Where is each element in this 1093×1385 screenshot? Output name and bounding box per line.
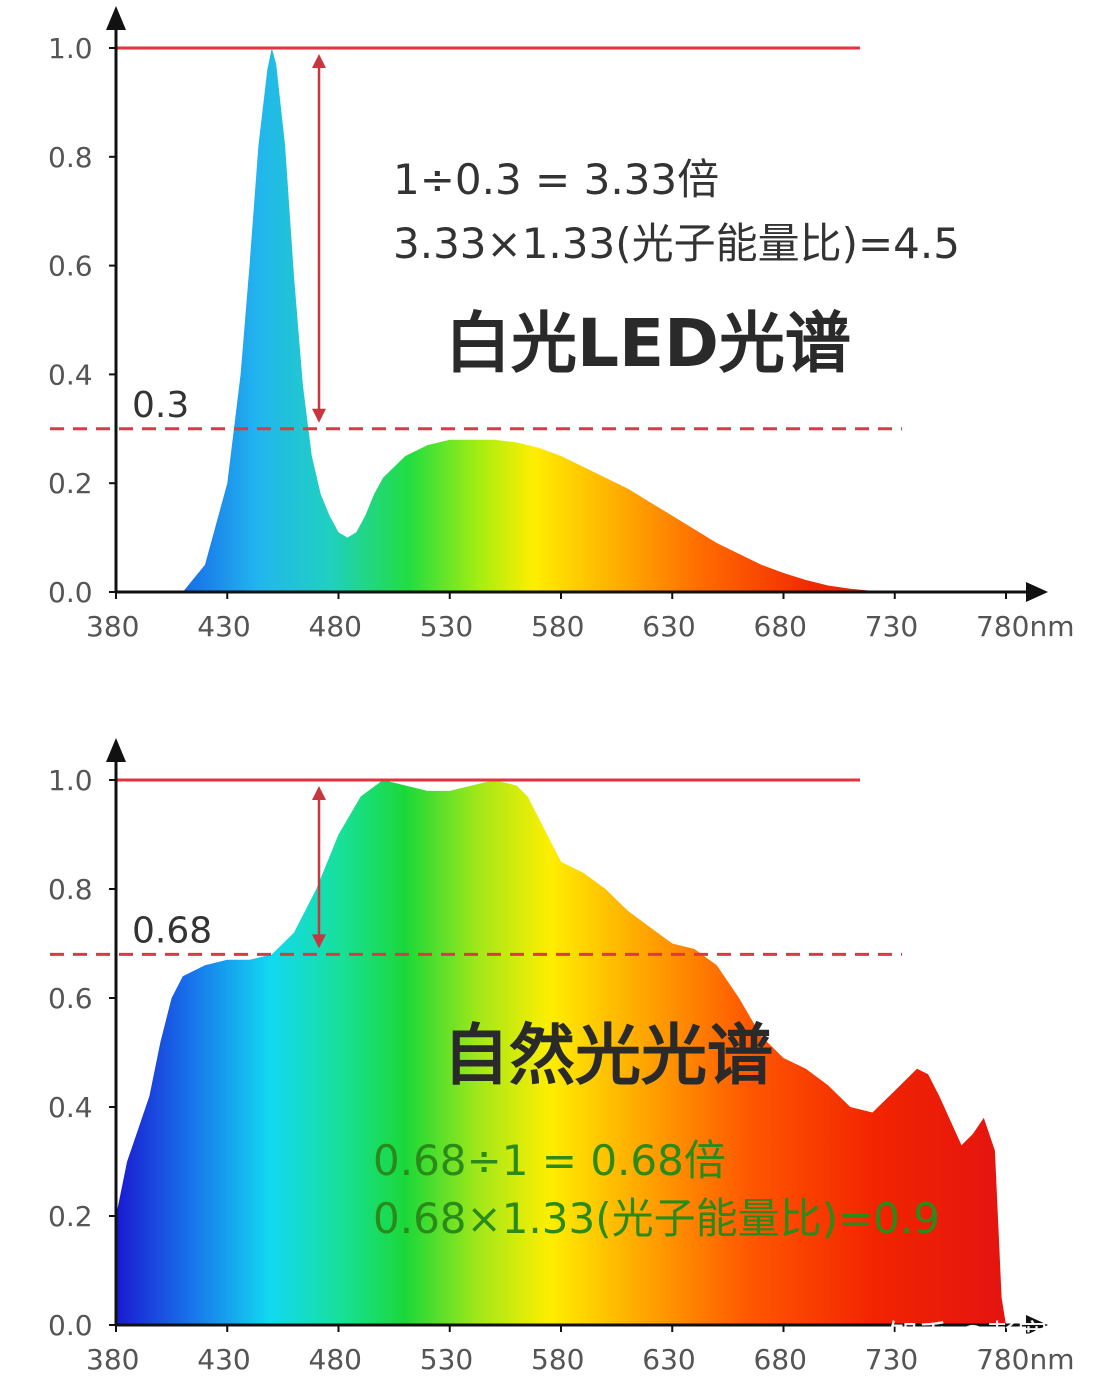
y-tick-label: 0.4 (48, 358, 93, 391)
white-led-spectrum-chart: 0.3 380 430 480 530 580 630 680 730 780nm 0.0 0.2… (48, 6, 1074, 643)
axes (106, 738, 1048, 1335)
y-axis-arrow-icon (106, 738, 126, 762)
y-tick-label: 0.8 (48, 141, 93, 174)
spectrum-area (116, 48, 895, 592)
y-tick-label: 0.4 (48, 1091, 93, 1124)
x-tick-label: 580 (531, 610, 584, 643)
x-tick-label: 730 (865, 1343, 918, 1376)
x-axis-ticks: 380 430 480 530 580 630 680 730 780nm (86, 592, 1074, 643)
energy-annotation: 0.68×1.33(光子能量比)=0.9 (373, 1194, 940, 1243)
x-tick-label: 530 (420, 1343, 473, 1376)
y-axis-arrow-icon (106, 6, 126, 30)
x-tick-label: 580 (531, 1343, 584, 1376)
x-axis-ticks: 380 430 480 530 580 630 680 730 780nm (86, 1325, 1074, 1376)
y-tick-label: 1.0 (48, 32, 93, 65)
ratio-annotation: 1÷0.3 = 3.33倍 (393, 155, 719, 204)
arrow-head-up (312, 54, 326, 68)
arrow-head-down (312, 934, 326, 949)
chart-title: 白光LED光谱 (445, 305, 851, 382)
y-tick-label: 1.0 (48, 764, 93, 797)
y-tick-label: 0.2 (48, 1200, 93, 1233)
ratio-annotation: 0.68÷1 = 0.68倍 (373, 1136, 726, 1185)
x-tick-label: 430 (197, 610, 250, 643)
x-tick-label: 480 (309, 610, 362, 643)
y-tick-label: 0.8 (48, 873, 93, 906)
axes (106, 6, 1048, 602)
x-tick-label: 780nm (976, 1343, 1074, 1376)
arrow-head-down (312, 408, 326, 423)
energy-annotation: 3.33×1.33(光子能量比)=4.5 (393, 219, 960, 268)
x-tick-label: 480 (309, 1343, 362, 1376)
level-label: 0.68 (132, 910, 212, 951)
y-axis-ticks: 0.0 0.2 0.4 0.6 0.8 1.0 (48, 32, 116, 609)
x-axis-arrow-icon (1026, 1315, 1048, 1335)
y-tick-label: 0.6 (48, 250, 93, 283)
level-label: 0.3 (132, 385, 189, 426)
y-tick-label: 0.2 (48, 467, 93, 500)
x-tick-label: 530 (420, 610, 473, 643)
watermark: 知乎 @彭宽 (888, 1319, 1048, 1354)
y-tick-label: 0.6 (48, 982, 93, 1015)
x-tick-label: 380 (86, 1343, 139, 1376)
y-axis-ticks: 0.0 0.2 0.4 0.6 0.8 1.0 (48, 764, 116, 1342)
x-tick-label: 630 (642, 1343, 695, 1376)
natural-light-spectrum-chart: 0.68 380 430 480 530 580 630 680 730 780nm 0.00.… (48, 738, 1074, 1376)
spectrum-area (116, 780, 1006, 1325)
arrow-head-up (312, 786, 326, 800)
x-tick-label: 730 (865, 610, 918, 643)
y-tick-label: 0.0 (48, 576, 93, 609)
x-tick-label: 630 (642, 610, 695, 643)
x-tick-label: 380 (86, 610, 139, 643)
double-arrow-icon (312, 54, 326, 423)
y-tick-label: 0.0 (48, 1309, 93, 1342)
double-arrow-icon (312, 786, 326, 949)
x-tick-label: 680 (754, 610, 807, 643)
chart-title: 自然光光谱 (443, 1017, 773, 1094)
x-tick-label: 780nm (976, 610, 1074, 643)
x-tick-label: 430 (197, 1343, 250, 1376)
x-tick-label: 680 (754, 1343, 807, 1376)
x-axis-arrow-icon (1026, 582, 1048, 602)
